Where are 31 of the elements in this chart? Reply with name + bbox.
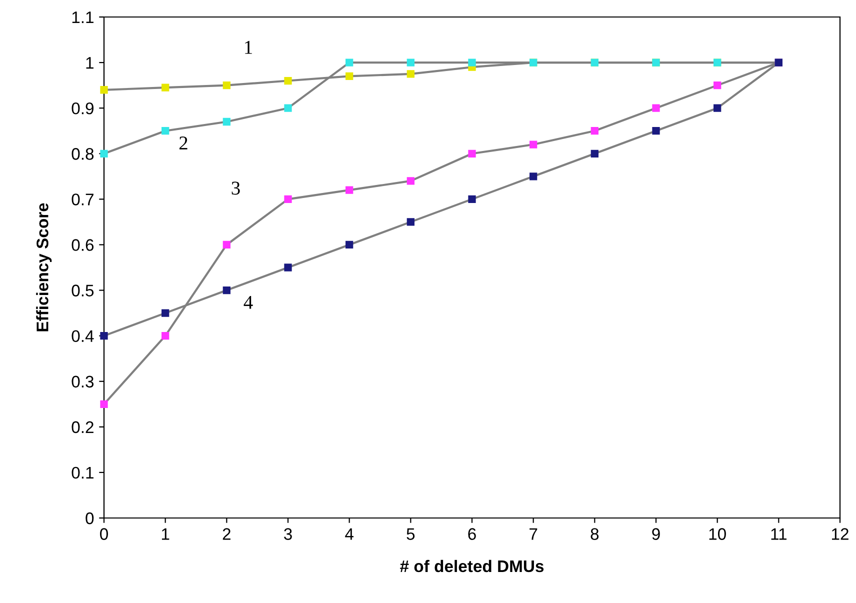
x-tick-label: 2 <box>222 528 230 540</box>
x-tick-label: 0 <box>100 528 108 540</box>
x-axis-title: # of deleted DMUs <box>400 560 544 572</box>
x-tick-label: 10 <box>709 528 726 540</box>
y-tick-label: 0.8 <box>72 148 94 160</box>
x-tick-label: 6 <box>468 528 476 540</box>
x-tick-label: 12 <box>832 528 848 540</box>
x-tick-label: 1 <box>162 528 170 540</box>
y-tick-label: 0.6 <box>72 239 94 251</box>
y-tick-label: 0 <box>86 512 94 524</box>
y-tick-label: 0.7 <box>72 194 94 206</box>
annotation: 2 <box>179 136 188 150</box>
annotation: 3 <box>232 182 240 195</box>
annotation: 1 <box>245 40 252 54</box>
y-tick-label: 0.1 <box>72 466 94 479</box>
x-tick-label: 3 <box>284 528 292 540</box>
x-tick-label: 5 <box>406 528 415 540</box>
annotation: 4 <box>244 296 253 309</box>
x-tick-label: 9 <box>652 528 660 540</box>
y-tick-label: 0.2 <box>72 421 94 434</box>
y-axis-title: Efficiency Score <box>36 203 52 332</box>
x-tick-label: 8 <box>590 528 599 540</box>
y-tick-label: 1 <box>86 57 94 69</box>
x-tick-label: 4 <box>345 528 354 540</box>
y-tick-label: 0.4 <box>72 330 94 342</box>
y-tick-label: 0.5 <box>72 284 94 296</box>
y-tick-label: 1.1 <box>72 12 94 24</box>
x-tick-label: 7 <box>530 528 538 540</box>
x-tick-label: 11 <box>771 528 787 540</box>
y-tick-label: 0.9 <box>72 102 94 114</box>
y-tick-label: 0.3 <box>72 376 94 388</box>
